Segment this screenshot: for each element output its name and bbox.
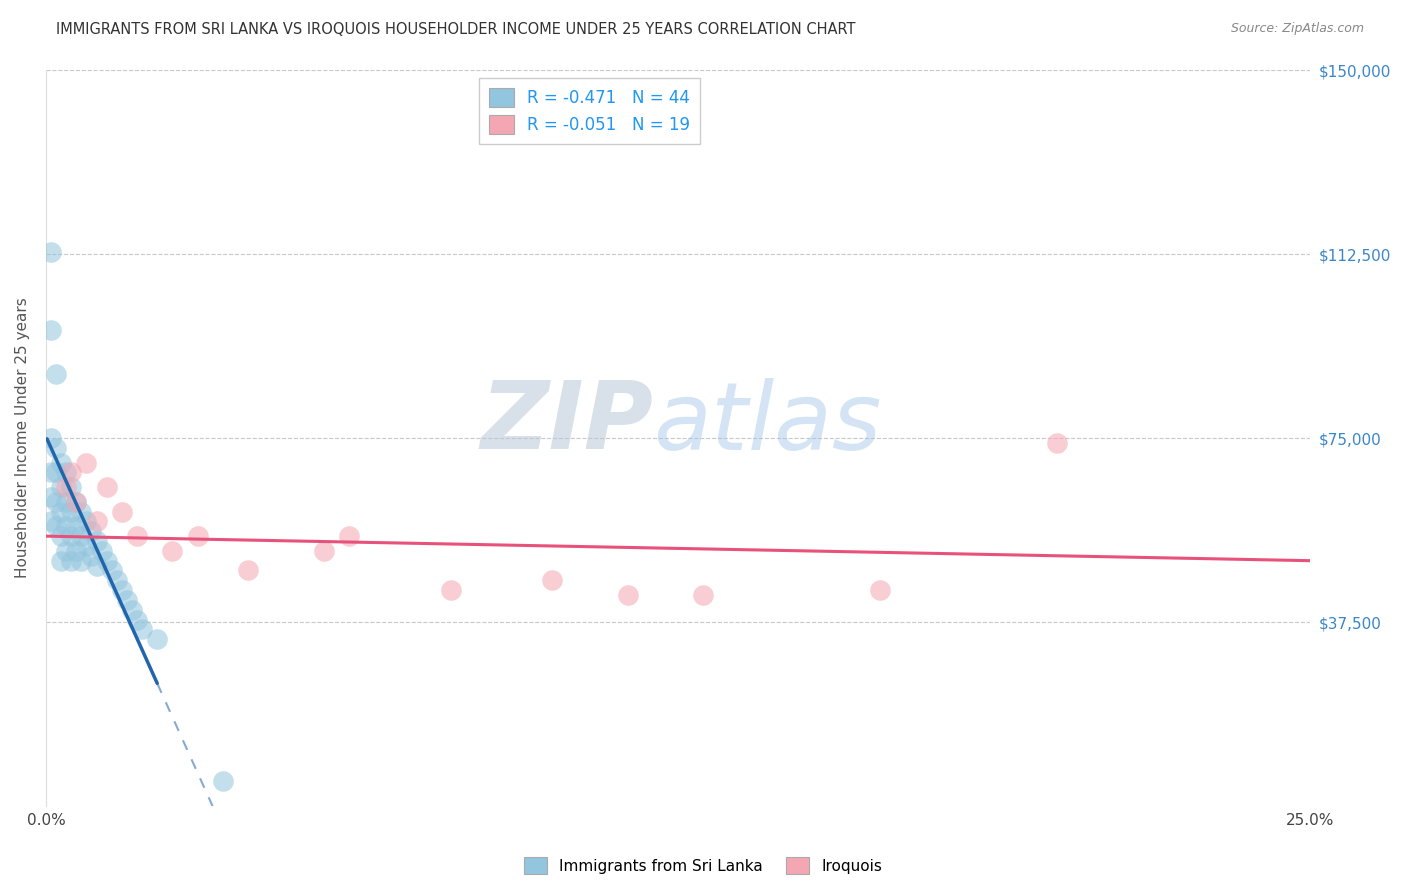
Point: [65, 519, 87, 533]
Point: [45, 368, 67, 382]
Legend: R = -0.471   N = 44, R = -0.051   N = 19: R = -0.471 N = 44, R = -0.051 N = 19: [479, 78, 700, 145]
Point: [70, 554, 93, 568]
Point: [75, 456, 97, 470]
Point: [75, 539, 97, 553]
Point: [96, 480, 118, 494]
Point: [60, 529, 83, 543]
Text: Source: ZipAtlas.com: Source: ZipAtlas.com: [1230, 22, 1364, 36]
Point: [131, 623, 153, 637]
Text: ZIP: ZIP: [479, 377, 652, 469]
Point: [45, 519, 67, 533]
Point: [125, 529, 148, 543]
Point: [65, 495, 87, 509]
Point: [692, 588, 714, 602]
Point: [55, 466, 77, 480]
Point: [869, 583, 891, 598]
Y-axis label: Householder Income Under 25 years: Householder Income Under 25 years: [15, 298, 30, 578]
Point: [115, 593, 138, 607]
Point: [60, 554, 83, 568]
Point: [49, 554, 72, 568]
Point: [1046, 436, 1069, 450]
Point: [45, 495, 67, 509]
Point: [55, 495, 77, 509]
Point: [60, 466, 83, 480]
Point: [65, 495, 87, 509]
Point: [86, 515, 108, 529]
Point: [238, 564, 260, 578]
Point: [75, 515, 97, 529]
Point: [70, 505, 93, 519]
Point: [49, 456, 72, 470]
Point: [45, 441, 67, 455]
Legend: Immigrants from Sri Lanka, Iroquois: Immigrants from Sri Lanka, Iroquois: [517, 851, 889, 880]
Point: [39, 323, 62, 337]
Point: [187, 529, 209, 543]
Point: [212, 774, 235, 789]
Point: [65, 544, 87, 558]
Point: [121, 603, 143, 617]
Point: [45, 466, 67, 480]
Point: [146, 632, 169, 647]
Point: [111, 583, 134, 598]
Point: [86, 534, 108, 549]
Point: [100, 564, 122, 578]
Point: [439, 583, 461, 598]
Point: [80, 549, 103, 563]
Point: [49, 505, 72, 519]
Point: [60, 505, 83, 519]
Point: [55, 480, 77, 494]
Point: [55, 519, 77, 533]
Point: [60, 480, 83, 494]
Point: [39, 244, 62, 259]
Point: [49, 480, 72, 494]
Text: IMMIGRANTS FROM SRI LANKA VS IROQUOIS HOUSEHOLDER INCOME UNDER 25 YEARS CORRELAT: IMMIGRANTS FROM SRI LANKA VS IROQUOIS HO…: [56, 22, 856, 37]
Point: [162, 544, 184, 558]
Point: [55, 544, 77, 558]
Point: [39, 431, 62, 445]
Point: [80, 524, 103, 539]
Point: [616, 588, 638, 602]
Point: [39, 490, 62, 504]
Point: [70, 529, 93, 543]
Text: atlas: atlas: [652, 378, 882, 469]
Point: [86, 558, 108, 573]
Point: [39, 466, 62, 480]
Point: [96, 554, 118, 568]
Point: [339, 529, 361, 543]
Point: [540, 574, 562, 588]
Point: [125, 613, 148, 627]
Point: [314, 544, 336, 558]
Point: [39, 515, 62, 529]
Point: [111, 505, 134, 519]
Point: [49, 529, 72, 543]
Point: [90, 544, 112, 558]
Point: [105, 574, 128, 588]
